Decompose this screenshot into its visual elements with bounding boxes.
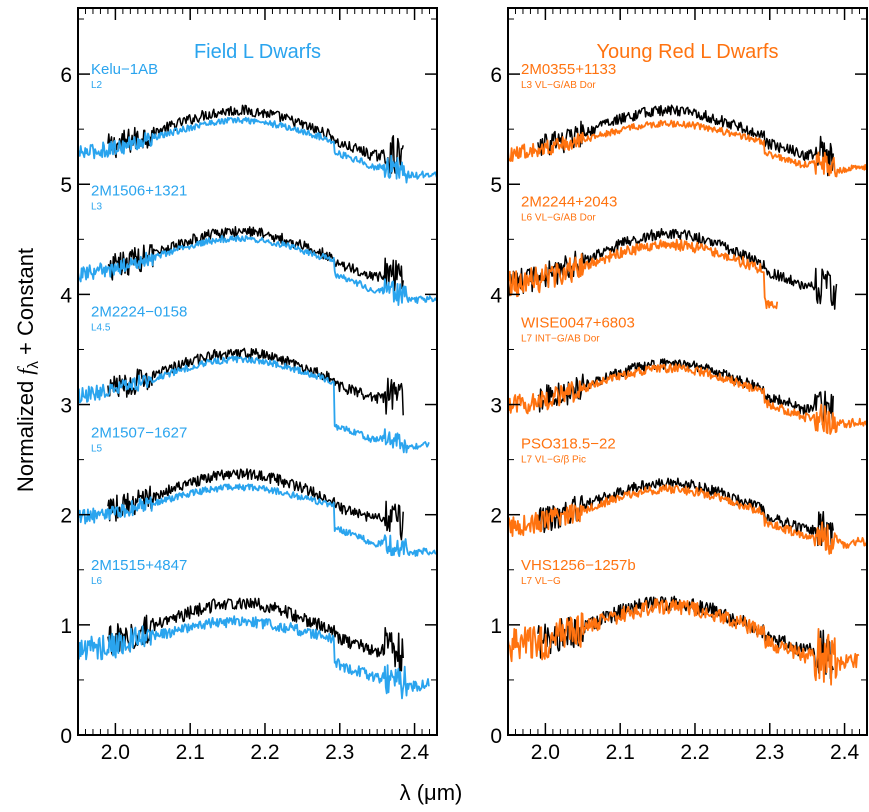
comparison-spectrum-line xyxy=(78,234,437,306)
y-tick-label: 0 xyxy=(60,725,72,748)
spectral-type-label: L7 VL−G/β Pic xyxy=(521,455,586,466)
y-tick-label: 5 xyxy=(60,174,72,197)
comparison-spectrum-line xyxy=(508,363,867,435)
y-tick-label: 4 xyxy=(60,284,72,307)
spectral-type-label: L2 xyxy=(91,80,103,91)
series-name-label: 2M1515+4847 xyxy=(91,557,187,574)
series-name-label: 2M0355+1133 xyxy=(521,61,616,78)
y-axis-label: Normalized fλ + Constant xyxy=(13,248,42,492)
x-tick-label: 2.1 xyxy=(606,741,635,764)
y-tick-label: 1 xyxy=(490,615,502,638)
series-name-label: Kelu−1AB xyxy=(91,61,158,78)
spectral-type-label: L7 INT−G/AB Dor xyxy=(521,333,600,344)
object-spectrum-line xyxy=(107,597,404,677)
y-tick-label: 6 xyxy=(60,64,72,87)
comparison-spectrum-line xyxy=(508,119,867,178)
spectral-type-label: L6 xyxy=(91,576,103,587)
object-spectrum-line xyxy=(107,468,404,541)
x-tick-label: 2.2 xyxy=(250,741,279,764)
comparison-spectrum-line xyxy=(508,238,779,310)
y-tick-label: 5 xyxy=(490,174,502,197)
x-tick-label: 2.3 xyxy=(755,741,784,764)
x-tick-label: 2.0 xyxy=(101,741,130,764)
series-name-label: 2M1507−1627 xyxy=(91,425,187,442)
y-tick-label: 6 xyxy=(490,64,502,87)
comparison-spectrum-line xyxy=(508,598,860,686)
comparison-spectrum-line xyxy=(78,483,437,558)
y-tick-label: 2 xyxy=(490,505,502,528)
x-axis-label: λ (μm) xyxy=(400,780,463,805)
y-tick-label: 3 xyxy=(490,395,502,418)
x-tick-label: 2.4 xyxy=(400,741,430,764)
x-tick-label: 2.2 xyxy=(680,741,709,764)
y-tick-label: 2 xyxy=(60,505,72,528)
comparison-spectrum-line xyxy=(508,484,867,555)
x-tick-label: 2.4 xyxy=(830,741,860,764)
series-name-label: 2M2244+2043 xyxy=(521,193,617,210)
comparison-spectrum-line xyxy=(78,355,430,454)
panel-field-l-dwarfs: Field L Dwarfs Kelu−1AB L2 2M1506+1321 L3 2M2… xyxy=(60,7,438,764)
spectra-group xyxy=(78,104,437,700)
series-name-label: WISE0047+6803 xyxy=(521,314,635,331)
y-tick-label: 1 xyxy=(60,615,72,638)
object-spectrum-line xyxy=(107,226,404,295)
panel-title: Field L Dwarfs xyxy=(194,41,321,63)
series-name-label: 2M1506+1321 xyxy=(91,182,187,199)
spectral-type-label: L7 VL−G xyxy=(521,576,561,587)
series-name-label: VHS1256−1257b xyxy=(521,557,636,574)
spectral-type-label: L3 VL−G/AB Dor xyxy=(521,80,596,91)
object-spectrum-line xyxy=(537,477,834,552)
object-spectrum-line xyxy=(537,358,834,427)
x-tick-label: 2.3 xyxy=(325,741,354,764)
object-spectrum-line xyxy=(537,595,834,680)
y-tick-label: 4 xyxy=(490,284,502,307)
series-name-label: PSO318.5−22 xyxy=(521,436,616,453)
object-spectrum-line xyxy=(107,347,404,416)
spectral-type-label: L3 xyxy=(91,201,103,212)
spectral-type-label: L6 VL−G/AB Dor xyxy=(521,212,596,223)
comparison-spectrum-line xyxy=(78,615,430,700)
spectral-type-label: L5 xyxy=(91,444,103,455)
x-tick-label: 2.0 xyxy=(531,741,560,764)
y-tick-label: 3 xyxy=(60,395,72,418)
spectra-group xyxy=(508,104,867,686)
object-spectrum-line xyxy=(107,104,404,174)
y-tick-label: 0 xyxy=(490,725,502,748)
panel-title: Young Red L Dwarfs xyxy=(597,41,779,63)
series-name-label: 2M2224−0158 xyxy=(91,303,187,320)
comparison-spectrum-line xyxy=(78,116,437,184)
x-tick-label: 2.1 xyxy=(176,741,205,764)
spectral-type-label: L4.5 xyxy=(91,322,111,333)
